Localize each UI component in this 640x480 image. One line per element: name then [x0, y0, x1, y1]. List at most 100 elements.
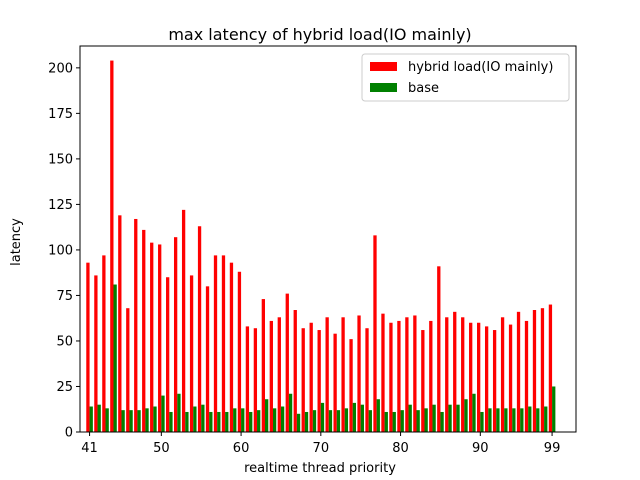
y-axis-title: latency — [9, 218, 24, 266]
bar-hybrid-78 — [381, 313, 385, 432]
bar-hybrid-93 — [500, 317, 505, 432]
bar-hybrid-73 — [341, 317, 345, 432]
bar-base-59 — [233, 408, 237, 432]
x-tick-label: 99 — [544, 441, 561, 456]
bar-hybrid-84 — [429, 320, 433, 432]
y-tick-label: 150 — [48, 152, 73, 167]
bar-base-96 — [528, 406, 532, 432]
bar-base-66 — [288, 393, 293, 432]
bar-hybrid-53 — [181, 209, 186, 432]
bar-base-75 — [360, 404, 364, 432]
bar-base-46 — [129, 410, 133, 432]
y-tick-label: 200 — [48, 61, 73, 76]
plot-frame — [79, 45, 577, 433]
legend-swatch-base — [370, 83, 397, 92]
bar-hybrid-82 — [413, 315, 417, 432]
bar-hybrid-56 — [205, 286, 210, 432]
bar-base-52 — [177, 393, 181, 432]
bar-hybrid-96 — [524, 320, 529, 432]
x-tick-label: 60 — [233, 441, 250, 456]
bar-hybrid-41 — [86, 262, 90, 432]
bar-hybrid-57 — [213, 255, 218, 432]
x-axis-title: realtime thread priority — [244, 461, 396, 476]
x-tick-label: 41 — [81, 441, 98, 456]
legend: hybrid load(IO mainly) base — [361, 53, 570, 102]
bar-hybrid-80 — [397, 320, 401, 432]
bar-hybrid-60 — [237, 271, 242, 432]
bar-hybrid-58 — [221, 255, 226, 432]
bar-hybrid-68 — [301, 328, 305, 432]
bar-hybrid-48 — [142, 229, 146, 432]
bar-hybrid-75 — [357, 315, 361, 432]
bar-base-48 — [145, 408, 149, 432]
bar-base-97 — [536, 408, 540, 432]
bar-hybrid-81 — [405, 317, 409, 432]
bar-base-65 — [280, 406, 285, 432]
bar-hybrid-42 — [94, 275, 98, 432]
y-tick-label: 100 — [48, 243, 73, 258]
bar-base-84 — [432, 404, 436, 432]
bar-base-98 — [544, 406, 548, 432]
bar-hybrid-87 — [453, 311, 457, 432]
bar-hybrid-55 — [197, 226, 202, 432]
bar-base-53 — [185, 411, 189, 432]
y-tick-label: 75 — [56, 289, 73, 304]
bar-hybrid-62 — [253, 328, 258, 432]
chart-title: max latency of hybrid load(IO mainly) — [168, 25, 471, 44]
bar-base-81 — [408, 404, 412, 432]
bar-hybrid-98 — [540, 308, 545, 432]
bar-hybrid-43 — [102, 255, 106, 432]
bar-hybrid-74 — [349, 339, 353, 432]
bar-hybrid-52 — [173, 237, 178, 432]
bar-hybrid-67 — [293, 310, 297, 432]
bar-hybrid-51 — [166, 277, 170, 432]
bar-base-58 — [225, 411, 229, 432]
bar-hybrid-50 — [158, 244, 162, 432]
y-tick-label: 125 — [48, 198, 73, 213]
bars-group — [86, 60, 556, 432]
bar-base-69 — [312, 410, 317, 432]
bar-base-64 — [272, 408, 277, 432]
bar-hybrid-71 — [325, 317, 329, 432]
bar-hybrid-85 — [437, 266, 441, 432]
bar-hybrid-97 — [532, 310, 537, 432]
bar-hybrid-70 — [317, 330, 321, 432]
bar-hybrid-77 — [373, 235, 377, 432]
bar-hybrid-94 — [508, 324, 513, 432]
bar-hybrid-49 — [150, 242, 154, 432]
bar-base-62 — [257, 410, 261, 432]
bar-hybrid-91 — [484, 326, 489, 432]
bar-base-56 — [209, 411, 213, 432]
bar-base-70 — [320, 402, 325, 432]
legend-box — [361, 53, 570, 102]
bar-base-73 — [344, 408, 349, 432]
bar-hybrid-83 — [421, 330, 425, 432]
bar-base-72 — [336, 410, 341, 432]
bar-base-44 — [113, 284, 117, 432]
x-axis: 41 50 60 70 80 90 99 — [81, 432, 560, 456]
bar-hybrid-59 — [229, 262, 234, 432]
x-tick-label: 80 — [392, 441, 409, 456]
bar-hybrid-76 — [365, 328, 369, 432]
bar-base-93 — [504, 408, 508, 432]
y-axis: 0 25 50 75 100 125 150 175 200 — [48, 61, 80, 441]
bar-hybrid-46 — [126, 308, 130, 432]
y-tick-label: 0 — [65, 426, 73, 441]
bar-base-45 — [121, 410, 125, 432]
bar-hybrid-66 — [285, 293, 289, 432]
bar-base-77 — [376, 399, 380, 432]
bar-base-95 — [520, 408, 524, 432]
bar-base-50 — [161, 395, 165, 432]
y-tick-label: 50 — [56, 334, 73, 349]
bar-base-71 — [328, 410, 333, 432]
bar-base-86 — [448, 404, 452, 432]
bar-base-68 — [304, 411, 309, 432]
x-tick-label: 70 — [313, 441, 330, 456]
bar-base-43 — [105, 408, 109, 432]
legend-label-base: base — [408, 81, 439, 96]
bar-base-67 — [296, 413, 301, 432]
bar-hybrid-90 — [477, 322, 481, 432]
y-tick-label: 25 — [56, 380, 73, 395]
bar-base-80 — [400, 410, 404, 432]
bar-hybrid-63 — [261, 299, 265, 432]
